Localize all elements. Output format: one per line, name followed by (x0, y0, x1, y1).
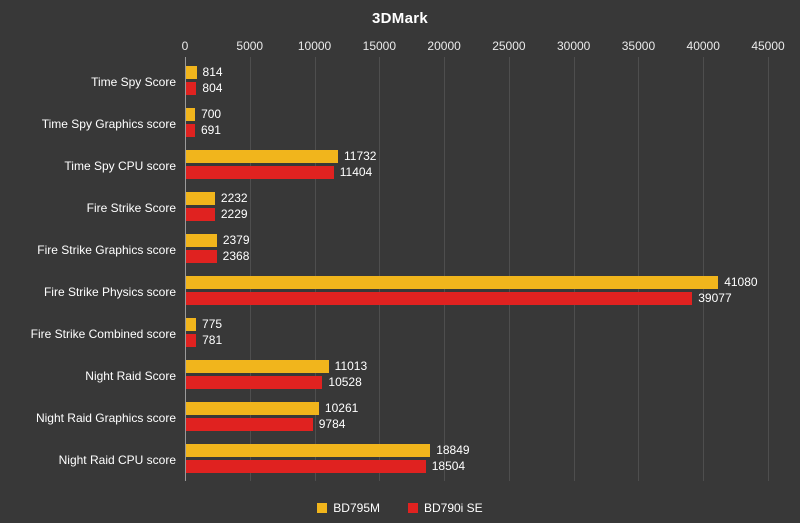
bar-value-label: 2229 (220, 207, 248, 221)
gridline (249, 57, 251, 481)
bar-value-label: 10261 (324, 401, 359, 415)
bar-value-label: 2368 (222, 249, 250, 263)
category-label: Fire Strike Physics score (43, 285, 176, 299)
legend-swatch (317, 503, 328, 513)
x-tick-label: 10000 (297, 39, 332, 53)
bar-value-label: 11732 (343, 149, 377, 163)
bar-bd790i-se (186, 208, 215, 221)
x-tick-label: 0 (181, 39, 189, 53)
bar-bd795m (186, 276, 719, 289)
category-label: Night Raid Score (85, 369, 176, 383)
bar-bd795m (186, 108, 196, 121)
bar-bd790i-se (186, 166, 334, 179)
bar-value-label: 41080 (724, 275, 758, 289)
bar-value-label: 39077 (698, 291, 732, 305)
category-label: Night Raid Graphics score (35, 411, 176, 425)
bar-bd795m (186, 150, 338, 163)
x-tick-label: 35000 (621, 39, 656, 53)
x-tick-label: 25000 (492, 39, 526, 53)
bar-bd795m (186, 234, 217, 247)
x-tick-label: 15000 (362, 39, 397, 53)
category-label: Fire Strike Combined score (30, 327, 176, 341)
x-axis: 0 5000 10000 15000 20000 25000 30000 35000 40000… (181, 39, 785, 55)
bar-bd795m (186, 192, 215, 205)
bar-bd795m (186, 444, 431, 457)
x-tick-label: 45000 (751, 39, 785, 53)
bar-value-label: 775 (202, 317, 223, 331)
chart-title: 3DMark (372, 10, 428, 27)
legend-label: BD795M (333, 501, 380, 515)
bar-bd795m (186, 360, 329, 373)
bar-value-label: 2379 (222, 233, 250, 247)
bar-bd790i-se (186, 418, 313, 431)
bar-bd795m (186, 318, 197, 331)
x-tick-label: 30000 (556, 39, 591, 53)
bar-bd795m (186, 402, 319, 415)
category-label: Fire Strike Graphics score (37, 243, 176, 257)
axis-baseline (185, 57, 186, 481)
bar-value-label: 781 (202, 333, 223, 347)
bar-value-label: 18849 (436, 443, 470, 457)
bar-value-label: 9784 (318, 417, 346, 431)
gridline (638, 57, 640, 481)
category-label: Time Spy Graphics score (41, 117, 176, 131)
gridline (314, 57, 316, 481)
gridline (768, 57, 769, 481)
category-label: Time Spy Score (91, 75, 176, 89)
bar-bd790i-se (186, 334, 197, 347)
bar-bd795m (186, 66, 197, 79)
bar-bd790i-se (186, 460, 426, 473)
legend-swatch (407, 503, 418, 513)
bar-value-label: 804 (202, 81, 223, 95)
bar-bd790i-se (186, 82, 197, 95)
legend-item: BD790i SE (407, 501, 483, 515)
bar-value-label: 691 (200, 123, 221, 137)
x-tick-label: 20000 (427, 39, 461, 53)
bar-value-label: 814 (202, 65, 223, 79)
bar-value-label: 11404 (339, 165, 373, 179)
bar-bd790i-se (186, 250, 217, 263)
bar-value-label: 10528 (328, 375, 362, 389)
bar-value-label: 18504 (431, 459, 466, 473)
category-label: Time Spy CPU score (64, 159, 176, 173)
bar-bd790i-se (186, 292, 693, 305)
x-tick-label: 40000 (686, 39, 720, 53)
plot-area: 814 804 700 691 11732 11404 2232 2229 2379 2368 41… (185, 57, 769, 481)
bar-bd790i-se (186, 124, 195, 137)
legend-item: BD795M (317, 501, 380, 515)
gridline (508, 57, 510, 481)
category-axis: Time Spy Score Time Spy Graphics score Tim… (0, 61, 176, 481)
legend-label: BD790i SE (423, 501, 483, 515)
category-label: Night Raid CPU score (58, 453, 176, 467)
bar-value-label: 2232 (220, 191, 248, 205)
bar-bd790i-se (186, 376, 323, 389)
bar-value-label: 700 (201, 107, 222, 121)
gridline (573, 57, 575, 481)
gridline (379, 57, 381, 481)
bar-value-label: 11013 (334, 359, 368, 373)
legend: BD795M BD790i SE (0, 501, 800, 515)
gridline (703, 57, 705, 481)
gridline (444, 57, 446, 481)
x-tick-label: 5000 (236, 39, 264, 53)
category-label: Fire Strike Score (86, 201, 176, 215)
